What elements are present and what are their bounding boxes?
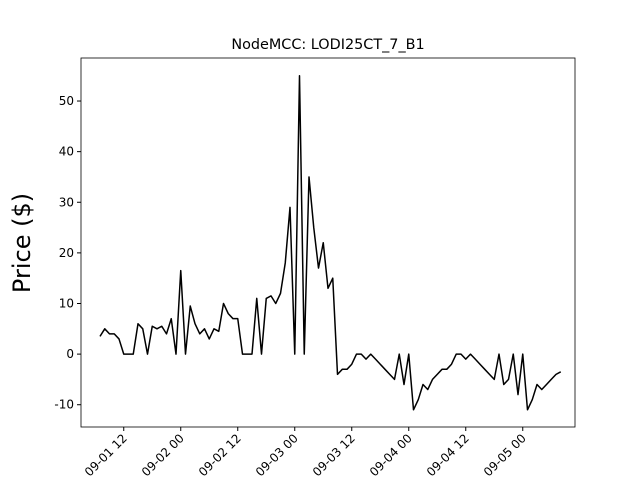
y-tick-label: 0 <box>66 347 74 361</box>
y-tick-label: 50 <box>59 94 74 108</box>
x-tick-label: 09-03 12 <box>310 431 358 479</box>
price-line <box>99 74 562 411</box>
chart-title: NodeMCC: LODI25CT_7_B1 <box>231 37 424 53</box>
y-tick-label: 10 <box>59 296 74 310</box>
x-tick-label: 09-04 00 <box>367 431 415 479</box>
x-tick-label: 09-03 00 <box>253 431 301 479</box>
x-tick-label: 09-02 00 <box>139 431 187 479</box>
y-tick-label: 30 <box>59 195 74 209</box>
y-tick-label: 40 <box>59 145 74 159</box>
y-axis-label: Price ($) <box>8 193 36 293</box>
x-tick-label: 09-02 12 <box>196 431 244 479</box>
plot-frame <box>80 57 576 428</box>
x-tick-label: 09-04 12 <box>424 431 472 479</box>
x-tick-label: 09-05 00 <box>481 431 529 479</box>
y-tick-label: 20 <box>59 246 74 260</box>
x-tick-label: 09-01 12 <box>82 431 130 479</box>
y-tick-label: -10 <box>54 398 74 412</box>
